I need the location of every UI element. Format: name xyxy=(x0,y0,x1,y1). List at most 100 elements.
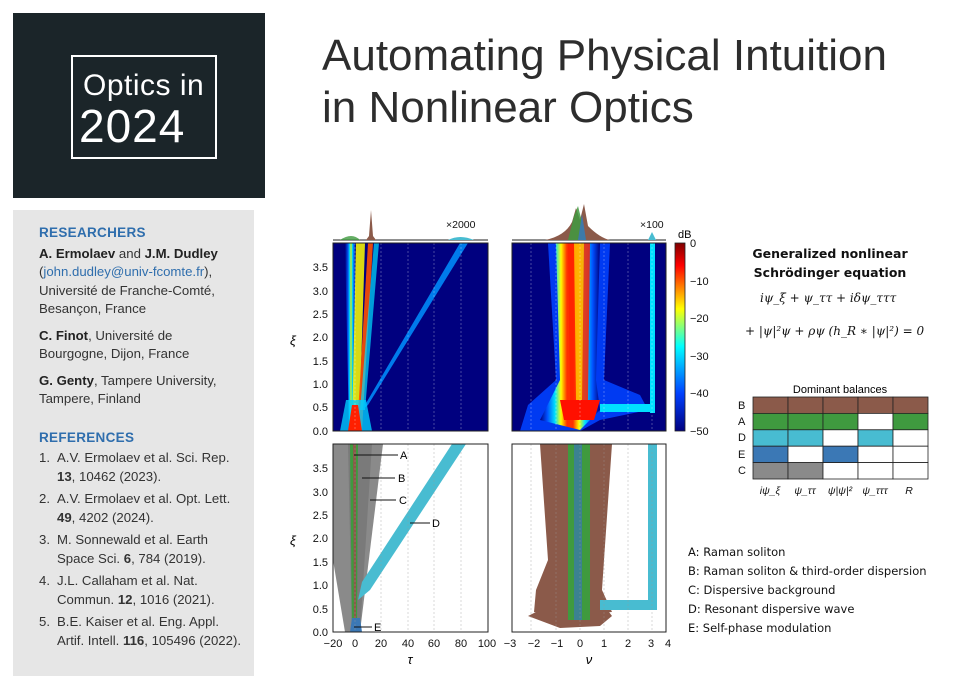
balance-col-label: R xyxy=(905,485,913,497)
region-label-c: C xyxy=(399,495,407,507)
x-axis-label-time: τ xyxy=(408,652,414,667)
email-link[interactable]: john.dudley@univ-fcomte.fr xyxy=(43,264,205,279)
x-tick: 0 xyxy=(352,638,358,650)
x-tick: 4 xyxy=(665,638,671,650)
researcher-affiliation: , Tampere University, Tampere, Finland xyxy=(39,372,217,407)
colorbar-tick: −40 xyxy=(690,388,709,400)
time-balance-map xyxy=(333,444,488,632)
title-line2: in Nonlinear Optics xyxy=(322,83,694,132)
time-profile-top xyxy=(333,210,488,241)
x-axis-label-freq: ν xyxy=(586,652,593,667)
y-tick: 3.5 xyxy=(313,262,328,274)
reference-text: B.E. Kaiser et al. Eng. Appl. Artif. Int… xyxy=(57,614,220,648)
reference-text: J.L. Callaham et al. Nat. Commun. xyxy=(57,573,198,607)
balance-table xyxy=(752,396,929,480)
reference-text: , 1016 (2021). xyxy=(132,591,215,607)
x-axis-freq: −3 −2 −1 0 1 2 3 4 xyxy=(504,638,671,650)
researchers-heading: RESEARCHERS xyxy=(39,225,146,240)
y-tick: 2.5 xyxy=(313,510,328,522)
reference-text: , 10462 (2023). xyxy=(71,468,162,484)
balance-cell xyxy=(892,429,929,447)
balance-cell xyxy=(787,396,824,414)
x-tick: 100 xyxy=(478,638,496,650)
region-label-b: B xyxy=(398,473,405,485)
balance-row-labels: B A D E C xyxy=(738,400,746,477)
x-tick: 3 xyxy=(648,638,654,650)
balance-cell xyxy=(822,412,859,431)
reference-text: A.V. Ermolaev et al. Sci. Rep. xyxy=(57,450,230,465)
legend-item: C: Dispersive background xyxy=(688,583,836,597)
balance-cell xyxy=(752,396,789,414)
reference-list: 1. A.V. Ermolaev et al. Sci. Rep. 13, 104… xyxy=(39,449,242,650)
time-evolution-heatmap xyxy=(333,243,488,431)
colorbar-tick: −10 xyxy=(690,276,709,288)
balance-cell xyxy=(892,462,929,480)
x-tick: 60 xyxy=(428,638,440,650)
reference-number: 5. xyxy=(39,614,50,629)
colorbar-tick: −30 xyxy=(690,351,709,363)
reference-item: 1. A.V. Ermolaev et al. Sci. Rep. 13, 104… xyxy=(39,449,242,486)
y-axis-label-bottom: ξ xyxy=(290,533,297,548)
y-tick: 0.5 xyxy=(313,402,328,414)
researcher-name: C. Finot xyxy=(39,327,89,343)
balance-row-label: D xyxy=(738,432,746,444)
balance-col-label: iψ_ξ xyxy=(760,485,782,497)
researcher-entry: G. Genty, Tampere University, Tampere, F… xyxy=(39,372,242,409)
balance-cell xyxy=(822,429,859,447)
researcher-affiliation: , Université de Bourgogne, Dijon, France xyxy=(39,327,190,362)
balance-cell xyxy=(752,445,789,464)
y-tick: 1.5 xyxy=(313,356,328,368)
colorbar-tick: 0 xyxy=(690,238,696,250)
colorbar-unit: dB xyxy=(678,229,691,241)
x-tick: 2 xyxy=(625,638,631,650)
balance-cell xyxy=(857,445,894,464)
researcher-name: A. Ermolaev xyxy=(39,245,116,261)
y-tick: 2.0 xyxy=(313,332,328,344)
balance-row-label: A xyxy=(738,416,746,428)
heatmap-grid xyxy=(354,243,653,431)
balance-row-label: E xyxy=(738,449,745,461)
reference-text: , 4202 (2024). xyxy=(71,509,154,525)
researcher-entry: C. Finot, Université de Bourgogne, Dijon… xyxy=(39,327,242,364)
equation-line2: + |ψ|²ψ + ρψ (h_R ∗ |ψ|²) = 0 xyxy=(745,324,925,338)
reference-text: M. Sonnewald et al. Earth Space Sci. xyxy=(57,532,209,566)
logo-line2: 2024 xyxy=(79,100,186,152)
logo-line1: Optics in xyxy=(83,69,205,102)
balance-cell xyxy=(787,462,824,480)
legend-item: D: Resonant dispersive wave xyxy=(688,602,855,616)
balance-map-grid xyxy=(354,444,653,632)
y-tick: 2.0 xyxy=(313,533,328,545)
y-tick: 0.0 xyxy=(313,627,328,639)
sidebar: RESEARCHERS A. Ermolaev and J.M. Dudley … xyxy=(13,210,254,676)
balance-col-labels: iψ_ξ ψ_ττ ψ|ψ|² ψ_τττ R xyxy=(760,485,913,497)
balance-cell xyxy=(892,412,929,431)
legend-item: A: Raman soliton xyxy=(688,545,786,559)
reference-volume: 6 xyxy=(123,550,132,566)
freq-profile-top xyxy=(512,204,666,241)
reference-volume: 49 xyxy=(57,509,72,525)
balance-cell xyxy=(752,462,789,480)
x-tick: 80 xyxy=(455,638,467,650)
region-legend: A: Raman soliton B: Raman soliton & thir… xyxy=(688,543,927,638)
y-axis-label-top: ξ xyxy=(290,333,297,348)
equation-title: Generalized nonlinear Schrödinger equati… xyxy=(752,246,908,280)
balance-cell xyxy=(822,462,859,480)
spectral-heatmap-frame xyxy=(511,242,667,432)
y-tick: 1.5 xyxy=(313,557,328,569)
reference-volume: 12 xyxy=(117,591,133,607)
x-tick: 0 xyxy=(577,638,583,650)
optics-2024-logo: Optics in 2024 xyxy=(13,13,265,198)
y-tick: 3.0 xyxy=(313,286,328,298)
x-axis-time: −20 0 20 40 60 80 100 xyxy=(324,638,497,650)
y-tick: 2.5 xyxy=(313,309,328,321)
reference-number: 2. xyxy=(39,491,50,506)
references-heading: REFERENCES xyxy=(39,429,135,445)
reference-number: 1. xyxy=(39,450,50,465)
balance-cell xyxy=(787,412,824,431)
balance-cell xyxy=(787,445,824,464)
reference-item: 3. M. Sonnewald et al. Earth Space Sci. 6… xyxy=(39,531,242,568)
balance-row-label: B xyxy=(738,400,745,412)
balance-row-label: C xyxy=(738,465,746,477)
balance-col-label: ψ_τττ xyxy=(862,485,888,497)
